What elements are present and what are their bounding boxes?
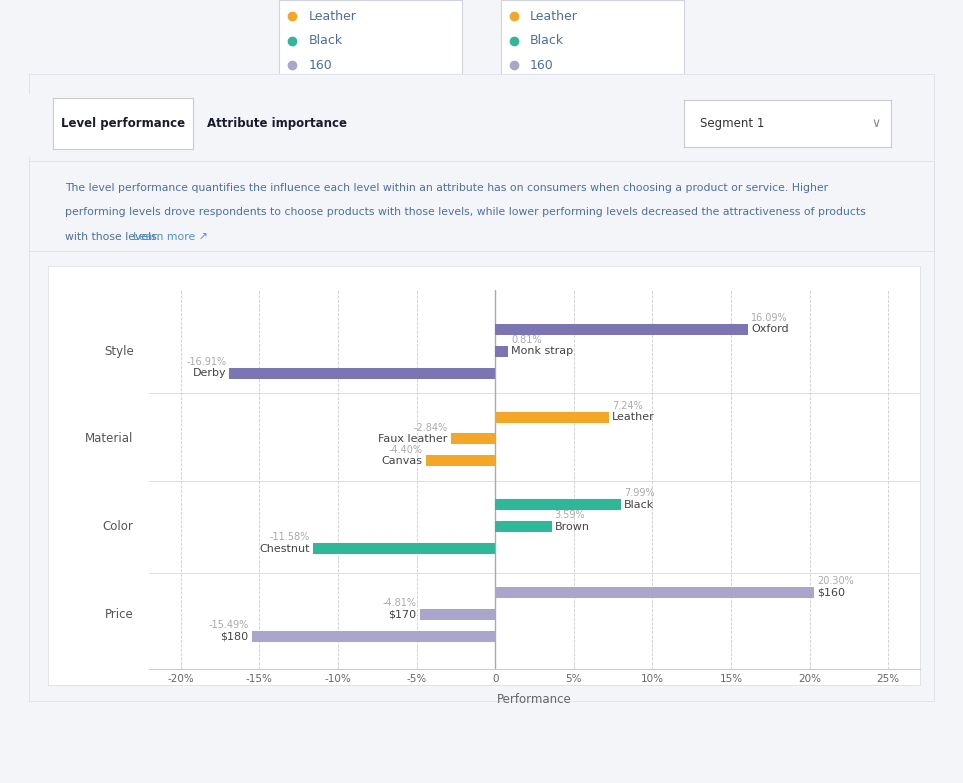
Text: Black: Black: [624, 500, 654, 510]
Text: Level performance: Level performance: [61, 117, 185, 130]
Text: Style: Style: [104, 345, 134, 358]
Text: Brown: Brown: [555, 522, 589, 532]
Text: Oxford: Oxford: [751, 324, 789, 334]
Text: Leather: Leather: [612, 412, 655, 422]
Bar: [495, 500, 621, 511]
Bar: [426, 456, 495, 467]
Text: -2.84%: -2.84%: [413, 423, 448, 433]
Bar: [229, 368, 495, 379]
Text: Chestnut: Chestnut: [259, 544, 310, 554]
Text: $180: $180: [221, 632, 248, 642]
Text: Price: Price: [105, 608, 134, 621]
Text: performing levels drove respondents to choose products with those levels, while : performing levels drove respondents to c…: [65, 207, 866, 218]
Text: Canvas: Canvas: [382, 456, 423, 466]
Text: -15.49%: -15.49%: [208, 620, 248, 630]
Text: Attribute importance: Attribute importance: [207, 117, 347, 130]
Text: -16.91%: -16.91%: [186, 357, 226, 366]
Text: 7.99%: 7.99%: [624, 489, 655, 499]
Text: 16.09%: 16.09%: [751, 313, 788, 323]
Text: -4.40%: -4.40%: [389, 445, 423, 455]
Bar: [495, 345, 508, 357]
Text: 20.30%: 20.30%: [818, 576, 854, 586]
Text: Leather: Leather: [530, 10, 578, 23]
Text: Learn more ↗: Learn more ↗: [133, 232, 208, 242]
Text: with those levels.: with those levels.: [65, 232, 160, 242]
Text: $160: $160: [818, 588, 846, 598]
Text: Color: Color: [103, 520, 134, 533]
Text: Monk strap: Monk strap: [511, 346, 573, 356]
Text: 3.59%: 3.59%: [555, 511, 586, 521]
Bar: [313, 543, 495, 554]
Text: Faux leather: Faux leather: [378, 435, 448, 444]
Bar: [495, 521, 552, 532]
Text: -11.58%: -11.58%: [270, 532, 310, 543]
Text: 0.81%: 0.81%: [511, 335, 541, 345]
Bar: [495, 323, 748, 334]
Text: -4.81%: -4.81%: [382, 598, 416, 608]
Text: Black: Black: [308, 34, 343, 48]
Bar: [451, 434, 495, 445]
Bar: [495, 412, 609, 423]
Text: 160: 160: [308, 59, 332, 72]
Text: ∨: ∨: [872, 117, 881, 130]
Text: 7.24%: 7.24%: [612, 401, 643, 410]
Text: Black: Black: [530, 34, 564, 48]
Text: The level performance quantifies the influence each level within an attribute ha: The level performance quantifies the inf…: [65, 183, 828, 193]
Text: Derby: Derby: [193, 368, 226, 378]
Text: 160: 160: [530, 59, 554, 72]
Bar: [420, 609, 495, 620]
Text: Segment 1: Segment 1: [700, 117, 765, 130]
X-axis label: Performance: Performance: [497, 693, 572, 705]
Text: Leather: Leather: [308, 10, 356, 23]
Bar: [495, 587, 815, 598]
Text: $170: $170: [388, 610, 416, 620]
Bar: [251, 631, 495, 642]
Text: Material: Material: [85, 432, 134, 446]
